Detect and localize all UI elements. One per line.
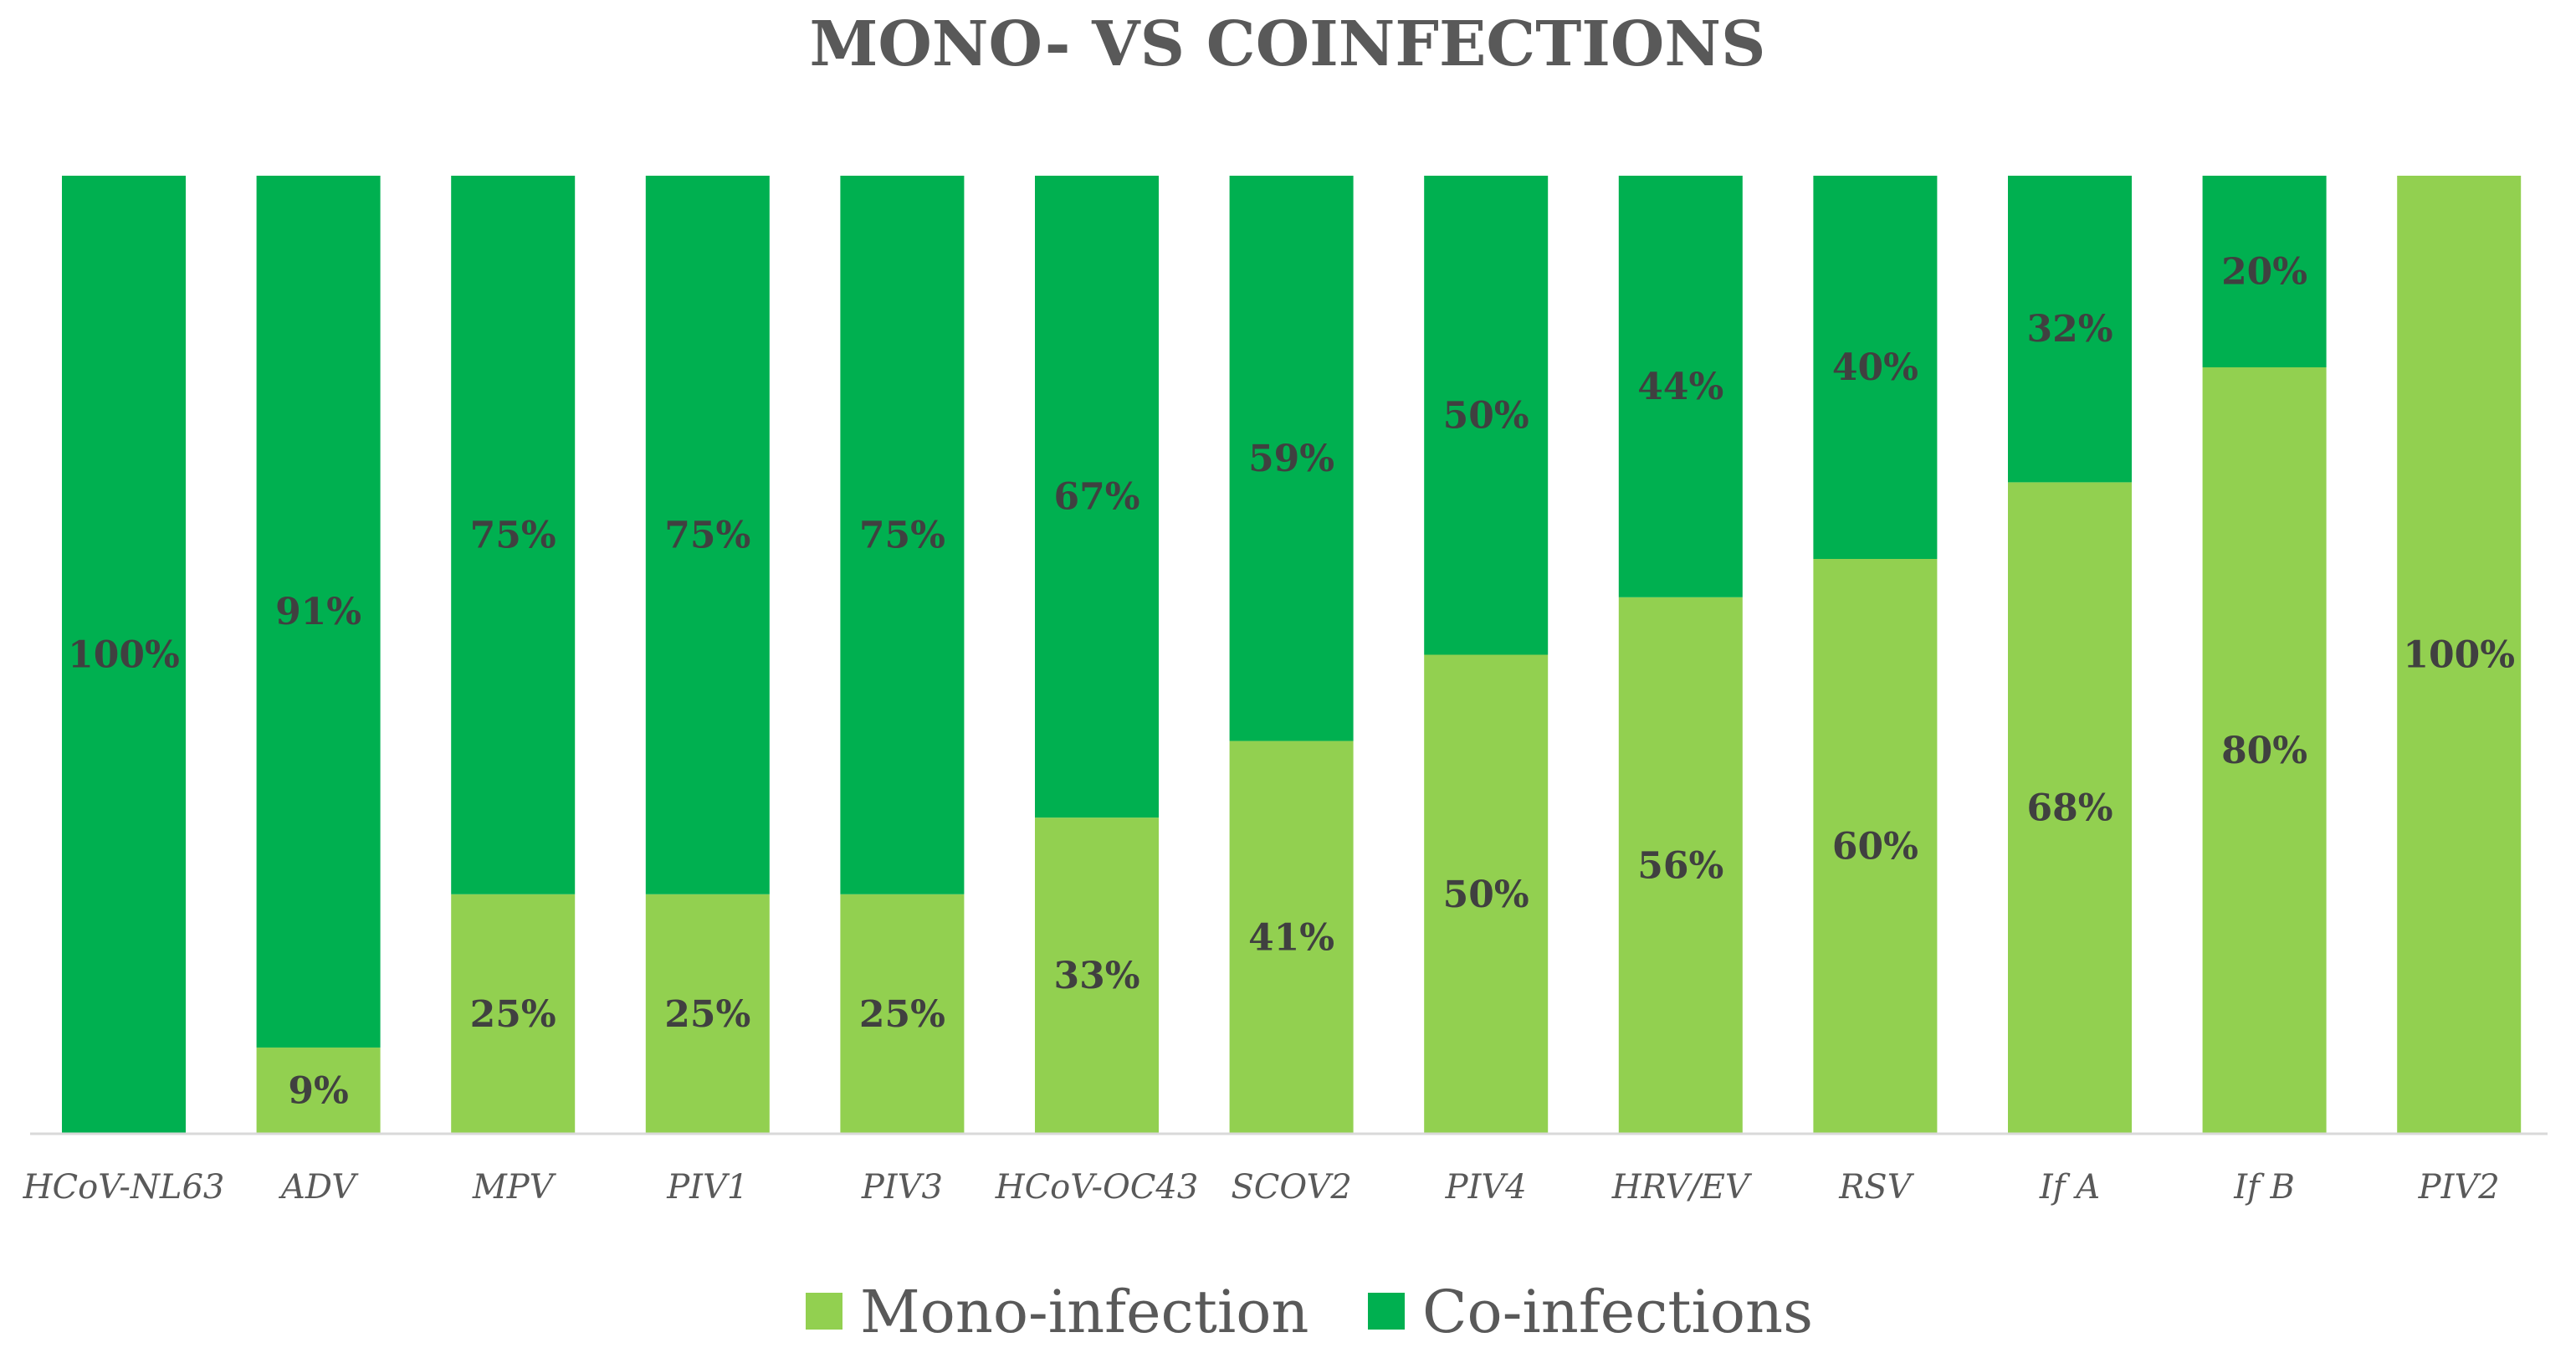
x-tick-label-piv1: PIV1 bbox=[666, 1168, 748, 1207]
data-label-mono-infection-hcov-oc43: 33% bbox=[1053, 955, 1139, 997]
data-label-mono-infection-scov2: 41% bbox=[1248, 916, 1334, 959]
bars-group bbox=[62, 176, 2522, 1134]
bar-co-infections-scov2 bbox=[1229, 176, 1354, 741]
bar-co-infections-if-b bbox=[2202, 176, 2327, 367]
data-label-co-infections-rsv: 40% bbox=[1832, 346, 1918, 389]
legend-swatch-co-infections bbox=[1368, 1293, 1405, 1330]
x-tick-label-if-a: If A bbox=[2039, 1168, 2100, 1207]
bar-co-infections-piv4 bbox=[1424, 176, 1549, 655]
data-label-co-infections-if-a: 32% bbox=[2026, 308, 2113, 351]
data-label-mono-infection-adv: 9% bbox=[288, 1069, 348, 1112]
data-label-co-infections-adv: 91% bbox=[275, 591, 361, 633]
bar-mono-infection-piv3 bbox=[840, 894, 965, 1134]
bar-mono-infection-mpv bbox=[451, 894, 576, 1134]
bar-mono-infection-hcov-oc43 bbox=[1035, 817, 1159, 1134]
x-tick-label-rsv: RSV bbox=[1838, 1168, 1915, 1207]
bar-co-infections-piv1 bbox=[645, 176, 770, 894]
data-label-mono-infection-piv4: 50% bbox=[1443, 874, 1529, 916]
data-label-mono-infection-piv3: 25% bbox=[859, 993, 945, 1036]
x-tick-label-piv2: PIV2 bbox=[2418, 1168, 2500, 1207]
data-label-mono-infection-if-a: 68% bbox=[2026, 787, 2113, 830]
data-label-co-infections-piv4: 50% bbox=[1443, 394, 1529, 437]
data-label-co-infections-hrv-ev: 44% bbox=[1637, 366, 1723, 408]
bar-mono-infection-piv2 bbox=[2397, 176, 2522, 1134]
data-label-mono-infection-hrv-ev: 56% bbox=[1637, 844, 1723, 887]
data-label-co-infections-piv1: 75% bbox=[664, 514, 750, 556]
data-label-co-infections-mpv: 75% bbox=[470, 514, 556, 556]
legend: Mono-infection Co-infections bbox=[806, 1278, 1813, 1346]
bar-co-infections-rsv bbox=[1813, 176, 1938, 559]
data-labels-group: 100% 9% 91% 25% 75% 25% 75% 25% 75% 33% 67% 41% 59% 5… bbox=[68, 251, 2515, 1113]
data-label-co-infections-if-b: 20% bbox=[2221, 251, 2307, 294]
data-label-mono-infection-rsv: 60% bbox=[1832, 826, 1918, 869]
bar-co-infections-mpv bbox=[451, 176, 576, 894]
data-label-mono-infection-mpv: 25% bbox=[470, 993, 556, 1036]
bar-mono-infection-scov2 bbox=[1229, 740, 1354, 1134]
x-tick-label-piv4: PIV4 bbox=[1445, 1168, 1527, 1207]
bar-mono-infection-piv4 bbox=[1424, 654, 1549, 1134]
data-label-co-infections-scov2: 59% bbox=[1248, 438, 1334, 480]
data-label-mono-infection-piv2: 100% bbox=[2403, 634, 2515, 677]
x-tick-label-if-b: If B bbox=[2233, 1168, 2295, 1207]
legend-label-co-infections: Co-infections bbox=[1422, 1278, 1813, 1346]
chart-title: MONO- VS COINFECTIONS bbox=[810, 8, 1766, 80]
data-label-mono-infection-piv1: 25% bbox=[664, 993, 750, 1036]
x-tick-label-hcov-oc43: HCoV-OC43 bbox=[995, 1168, 1199, 1207]
x-tick-label-adv: ADV bbox=[278, 1168, 359, 1207]
bar-co-infections-adv bbox=[256, 176, 381, 1048]
x-tick-label-scov2: SCOV2 bbox=[1231, 1168, 1351, 1207]
bar-co-infections-hcov-nl63 bbox=[62, 176, 186, 1134]
data-label-co-infections-hcov-nl63: 100% bbox=[68, 634, 180, 677]
bar-mono-infection-if-b bbox=[2202, 367, 2327, 1134]
data-label-co-infections-hcov-oc43: 67% bbox=[1053, 476, 1139, 519]
bar-co-infections-hcov-oc43 bbox=[1035, 176, 1159, 818]
bar-mono-infection-rsv bbox=[1813, 559, 1938, 1134]
bar-co-infections-hrv-ev bbox=[1618, 176, 1743, 597]
bar-mono-infection-hrv-ev bbox=[1618, 597, 1743, 1134]
legend-swatch-mono-infection bbox=[806, 1293, 842, 1330]
bar-mono-infection-piv1 bbox=[645, 894, 770, 1134]
bar-mono-infection-adv bbox=[256, 1047, 381, 1134]
legend-label-mono-infection: Mono-infection bbox=[860, 1278, 1308, 1346]
x-tick-label-piv3: PIV3 bbox=[861, 1168, 943, 1207]
bar-co-infections-piv3 bbox=[840, 176, 965, 894]
bar-co-infections-if-a bbox=[2008, 176, 2132, 483]
x-axis-ticks: HCoV-NL63 ADV MPV PIV1 PIV3 HCoV-OC43 SCOV2 PIV… bbox=[23, 1168, 2500, 1207]
x-tick-label-hrv-ev: HRV/EV bbox=[1611, 1168, 1753, 1207]
data-label-mono-infection-if-b: 80% bbox=[2221, 730, 2307, 772]
x-tick-label-hcov-nl63: HCoV-NL63 bbox=[23, 1168, 225, 1207]
bar-mono-infection-if-a bbox=[2008, 482, 2132, 1134]
x-tick-label-mpv: MPV bbox=[472, 1168, 557, 1207]
data-label-co-infections-piv3: 75% bbox=[859, 514, 945, 556]
